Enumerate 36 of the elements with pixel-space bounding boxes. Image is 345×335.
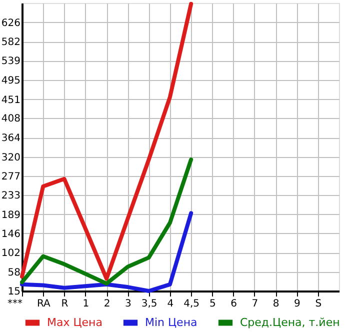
x-tick-label: 7 (252, 298, 258, 310)
x-tick-label: 8 (272, 298, 280, 310)
y-tick-label: 408 (1, 114, 20, 125)
legend-label: Min Цена (145, 316, 198, 329)
line-series (20, 158, 194, 286)
y-tick-label: 277 (1, 171, 20, 182)
y-tick-label: 15 (8, 286, 20, 298)
y-tick-label: 58 (8, 268, 20, 279)
y-tick-label: 364 (1, 133, 20, 144)
x-tick-label: 4 (167, 298, 174, 310)
x-tick-label: R (61, 298, 68, 310)
y-tick-label: 495 (1, 75, 20, 86)
x-tick-label: 3 (124, 298, 132, 310)
x-tick-label: 3,5 (141, 298, 158, 310)
x-tick-label: *** (8, 298, 22, 310)
y-tick-label: 320 (1, 152, 20, 164)
y-tick-label: 102 (1, 248, 20, 260)
x-tick-label: 1 (82, 298, 90, 310)
x-tick-label: 5 (210, 298, 216, 310)
y-tick-label: 146 (1, 228, 20, 240)
y-tick-label: 582 (1, 37, 20, 48)
y-tick-label: 539 (1, 56, 20, 68)
x-tick-label: 6 (230, 298, 238, 310)
y-tick-label: 189 (1, 210, 20, 221)
x-tick-label: 2 (104, 298, 110, 310)
x-tick-label: S (315, 298, 322, 310)
legend-label: Max Цена (47, 316, 102, 329)
line-series (20, 2, 194, 281)
x-tick-label: RA (36, 298, 50, 310)
y-tick-label: 451 (1, 94, 20, 106)
y-tick-label: 233 (1, 190, 20, 202)
line-series (20, 211, 194, 293)
y-tick-label: 626 (1, 18, 20, 29)
legend-label: Сред.Цена, т.йен (240, 316, 340, 329)
x-tick-label: 4,5 (184, 298, 200, 310)
x-tick-label: 9 (294, 298, 300, 310)
